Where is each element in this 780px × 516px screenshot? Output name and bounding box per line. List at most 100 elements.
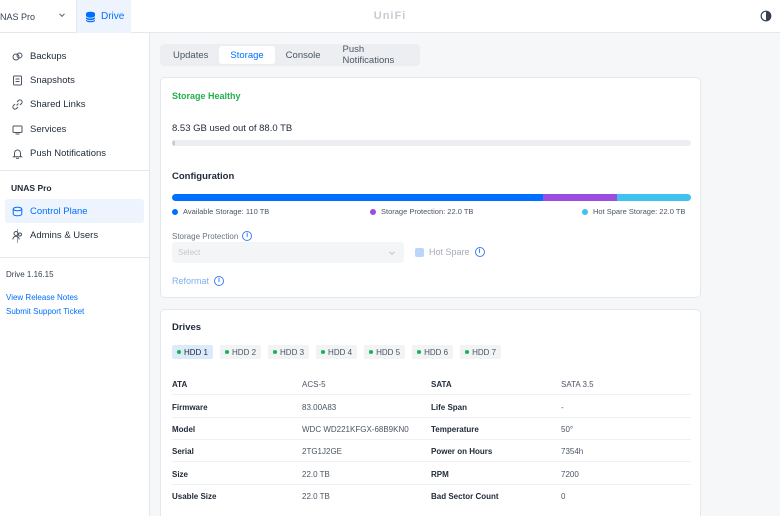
- legend-dot: [582, 208, 588, 215]
- legend-label: Hot Spare Storage: 22.0 TB: [593, 207, 686, 216]
- tab-console[interactable]: Console: [285, 49, 321, 61]
- spec-label: SATA: [431, 380, 452, 389]
- control-plane-icon: [12, 206, 23, 216]
- info-icon[interactable]: i: [474, 247, 485, 257]
- sidebar: Backups Snapshots Shared Links Services …: [0, 33, 150, 516]
- status-dot: [273, 350, 278, 354]
- info-icon[interactable]: i: [214, 276, 225, 286]
- spec-row: Usable Size 22.0 TB Bad Sector Count 0: [172, 485, 691, 507]
- spec-label: Bad Sector Count: [431, 492, 499, 501]
- drive-chip-label: HDD 5: [376, 347, 401, 357]
- status-dot: [369, 350, 374, 354]
- settings-tabs: Updates Storage Console Push Notificatio…: [160, 44, 420, 66]
- drive-app-tab[interactable]: Drive: [77, 0, 131, 33]
- sidebar-item-label: Snapshots: [30, 74, 75, 86]
- chevron-down-icon: [59, 13, 65, 18]
- sidebar-item-shared-links[interactable]: Shared Links: [5, 92, 144, 116]
- status-dot: [465, 350, 470, 354]
- device-selector[interactable]: NAS Pro: [0, 0, 77, 33]
- spec-value: -: [561, 403, 564, 412]
- spec-row: Size 22.0 TB RPM 7200: [172, 463, 691, 485]
- reformat-label: Reformat: [172, 276, 210, 286]
- drive-chip-label: HDD 3: [280, 347, 305, 357]
- spec-label: Serial: [172, 447, 194, 456]
- legend-dot: [172, 208, 178, 215]
- reformat-button[interactable]: Reformat i: [172, 276, 225, 286]
- spec-row: Firmware 83.00A83 Life Span -: [172, 396, 691, 418]
- backups-icon: [12, 52, 23, 60]
- hot-spare-checkbox[interactable]: [415, 247, 424, 257]
- drive-chip-label: HDD 1: [184, 347, 209, 357]
- allocation-hot-spare-segment: [616, 194, 691, 201]
- status-dot: [321, 350, 326, 354]
- tab-storage[interactable]: Storage: [219, 46, 275, 64]
- drive-chip-hdd-3[interactable]: HDD 3: [268, 345, 310, 359]
- legend-label: Available Storage: 110 TB: [183, 207, 270, 216]
- select-placeholder: Select: [178, 248, 201, 257]
- spec-label: Size: [172, 470, 189, 479]
- drive-chip-hdd-1[interactable]: HDD 1: [172, 345, 214, 359]
- spec-row: ATA ACS-5 SATA SATA 3.5: [172, 373, 691, 395]
- support-ticket-link[interactable]: Submit Support Ticket: [6, 307, 85, 316]
- device-label: NAS Pro: [0, 11, 36, 22]
- tab-push-notifications[interactable]: Push Notifications: [342, 44, 395, 66]
- status-dot: [177, 350, 181, 354]
- link-icon: [12, 98, 23, 110]
- sidebar-divider: [0, 170, 150, 171]
- release-notes-link[interactable]: View Release Notes: [6, 293, 78, 302]
- drive-icon: [85, 11, 96, 22]
- sidebar-item-control-plane[interactable]: Control Plane: [5, 199, 144, 223]
- allocation-available-segment: [172, 194, 543, 201]
- sidebar-item-label: Push Notifications: [30, 147, 107, 159]
- legend-protection: Storage Protection: 22.0 TB: [370, 207, 473, 216]
- drive-chip-hdd-2[interactable]: HDD 2: [220, 345, 262, 359]
- spec-value: 7200: [561, 470, 579, 479]
- sidebar-item-push-notifications[interactable]: Push Notifications: [5, 141, 144, 165]
- theme-toggle-icon[interactable]: [760, 10, 772, 22]
- sidebar-section-title: UNAS Pro: [11, 183, 52, 193]
- sidebar-item-label: Shared Links: [30, 98, 86, 110]
- spec-value: 83.00A83: [302, 403, 337, 412]
- spec-label: Usable Size: [172, 492, 217, 501]
- sidebar-item-label: Services: [30, 123, 67, 135]
- spec-row: Model WDC WD221KFGX-68B9KN0 Temperature …: [172, 418, 691, 440]
- sidebar-item-label: Backups: [30, 50, 67, 62]
- legend-hot-spare: Hot Spare Storage: 22.0 TB: [582, 207, 685, 216]
- top-bar: NAS Pro Drive UniFi: [0, 0, 780, 33]
- storage-protection-text: Storage Protection: [172, 231, 239, 241]
- version-text: Drive 1.16.15: [6, 270, 54, 279]
- drive-chip-label: HDD 2: [232, 347, 257, 357]
- snapshots-icon: [13, 75, 22, 85]
- sidebar-item-backups[interactable]: Backups: [5, 44, 144, 68]
- drive-chip-label: HDD 6: [424, 347, 449, 357]
- spec-value: SATA 3.5: [561, 380, 594, 389]
- services-icon: [12, 125, 23, 134]
- drive-chip-hdd-7[interactable]: HDD 7: [460, 345, 502, 359]
- status-dot: [225, 350, 230, 354]
- info-icon[interactable]: i: [242, 231, 253, 241]
- drive-chip-label: HDD 7: [472, 347, 497, 357]
- sidebar-item-admins-users[interactable]: Admins & Users: [5, 223, 144, 247]
- spec-value: 0: [561, 492, 566, 501]
- drive-selector: HDD 1 HDD 2 HDD 3 HDD 4 HDD 5 HDD 6 HDD …: [172, 345, 502, 359]
- hot-spare-toggle[interactable]: Hot Spare i: [415, 247, 485, 257]
- spec-label: Power on Hours: [431, 447, 493, 456]
- legend-dot: [370, 208, 376, 215]
- storage-card: Storage Healthy 8.53 GB used out of 88.0…: [160, 77, 701, 298]
- storage-usage-bar: [172, 140, 691, 146]
- spec-value: 7354h: [561, 447, 584, 456]
- sidebar-item-services[interactable]: Services: [5, 117, 144, 141]
- sidebar-item-label: Control Plane: [30, 205, 88, 217]
- sidebar-item-snapshots[interactable]: Snapshots: [5, 68, 144, 92]
- allocation-bar: [172, 194, 691, 201]
- spec-value: 50°: [561, 425, 574, 434]
- legend-label: Storage Protection: 22.0 TB: [381, 207, 474, 216]
- spec-label: Life Span: [431, 403, 468, 412]
- spec-value: WDC WD221KFGX-68B9KN0: [302, 425, 409, 434]
- drive-chip-hdd-5[interactable]: HDD 5: [364, 345, 406, 359]
- configuration-title: Configuration: [172, 171, 235, 182]
- storage-protection-select[interactable]: Select: [172, 242, 404, 263]
- drive-chip-hdd-6[interactable]: HDD 6: [412, 345, 454, 359]
- drive-chip-hdd-4[interactable]: HDD 4: [316, 345, 358, 359]
- tab-updates[interactable]: Updates: [173, 49, 209, 61]
